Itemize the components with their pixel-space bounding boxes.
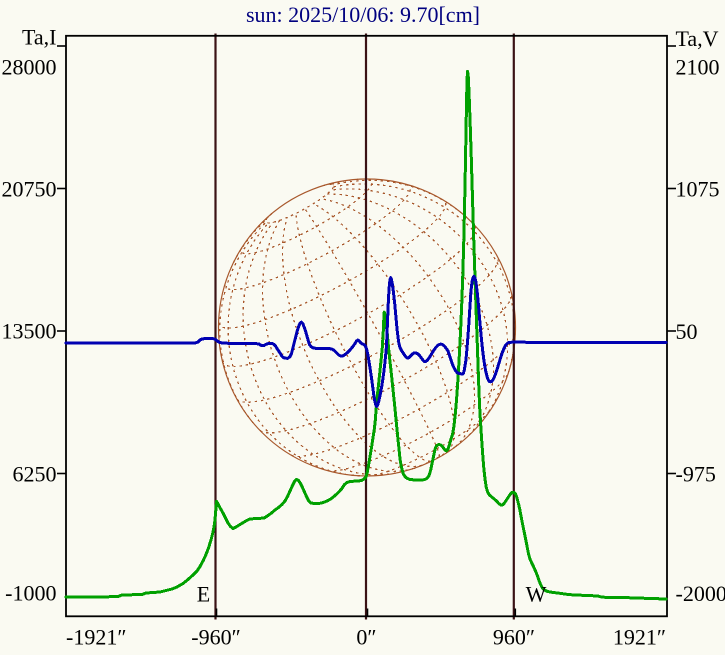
- svg-text:sun: 2025/10/06: 9.70[cm]: sun: 2025/10/06: 9.70[cm]: [246, 2, 480, 27]
- svg-text:W: W: [526, 582, 547, 607]
- svg-text:-1921″: -1921″: [66, 624, 127, 649]
- svg-text:-2000: -2000: [676, 581, 725, 606]
- svg-text:1075: 1075: [676, 177, 720, 202]
- svg-text:6250: 6250: [13, 462, 57, 487]
- svg-text:0″: 0″: [356, 624, 376, 649]
- svg-text:Ta,I: Ta,I: [22, 24, 57, 49]
- svg-text:50: 50: [676, 319, 698, 344]
- svg-text:E: E: [197, 582, 210, 607]
- svg-text:Ta,V: Ta,V: [676, 26, 719, 51]
- svg-text:28000: 28000: [2, 54, 57, 79]
- svg-text:960″: 960″: [493, 624, 535, 649]
- svg-text:-960″: -960″: [191, 624, 241, 649]
- svg-text:2100: 2100: [676, 54, 720, 79]
- svg-text:20750: 20750: [2, 177, 57, 202]
- svg-text:-1000: -1000: [5, 581, 56, 606]
- svg-text:-975: -975: [676, 462, 716, 487]
- svg-text:1921″: 1921″: [613, 624, 666, 649]
- svg-text:13500: 13500: [2, 319, 57, 344]
